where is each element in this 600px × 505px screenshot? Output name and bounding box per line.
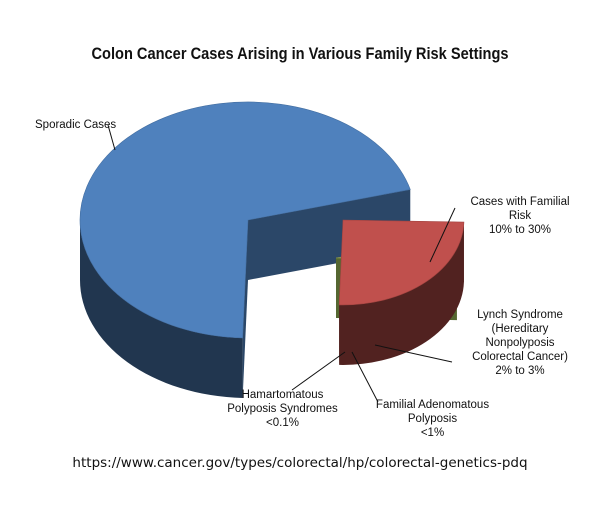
label-hamartomatous-polyposis: Hamartomatous Polyposis Syndromes <0.1% — [227, 389, 338, 429]
slice-cut-face — [248, 189, 411, 280]
leader-line-lynch-syndrome — [374, 344, 453, 363]
slice-top-face — [338, 219, 465, 306]
label-lynch-syndrome: Lynch Syndrome (Hereditary Nonpolyposis … — [472, 309, 568, 377]
slice-cut-face — [242, 220, 248, 398]
leader-line-familial-adenomatous-polyposis — [351, 351, 379, 403]
label-sporadic: Sporadic Cases — [35, 119, 117, 131]
slice-side-wall — [339, 222, 464, 365]
leader-line-familial-risk — [429, 207, 456, 263]
leader-line-hamartomatous-polyposis — [291, 351, 346, 391]
slice-top-face — [79, 101, 411, 339]
slice-sporadic — [79, 101, 411, 398]
leader-line-sporadic — [107, 124, 116, 151]
label-familial-risk: Cases with Familial Risk 10% to 30% — [470, 196, 570, 236]
slice-side-wall — [79, 220, 243, 398]
slice-familial-risk — [338, 219, 465, 365]
label-familial-adenomatous-polyposis: Familial Adenomatous Polyposis <1% — [375, 399, 490, 439]
source-url: https://www.cancer.gov/types/colorectal/… — [72, 455, 528, 471]
chart-title: Colon Cancer Cases Arising in Various Fa… — [91, 44, 509, 63]
